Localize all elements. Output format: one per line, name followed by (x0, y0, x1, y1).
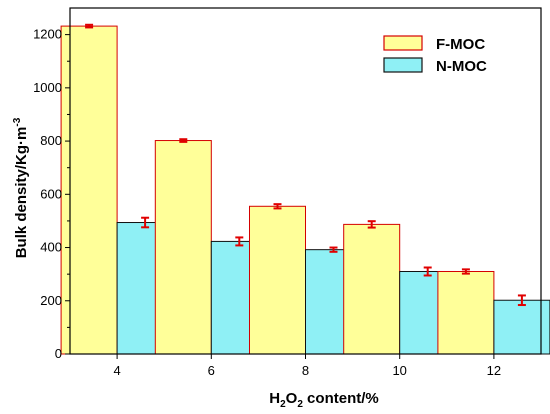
y-tick-label-400: 400 (40, 240, 62, 255)
x-tick-label-10: 10 (392, 363, 406, 378)
x-tick-labels: 4 6 8 10 12 (113, 363, 501, 378)
bar-f-moc-6 (154, 140, 212, 355)
x-tick-label-4: 4 (113, 363, 120, 378)
y-tick-label-600: 600 (40, 186, 62, 201)
error-bar-f-moc-10 (367, 220, 376, 229)
error-bars-group (85, 23, 526, 307)
error-bar-f-moc-6 (179, 138, 188, 143)
axes-group (65, 7, 542, 359)
bars-group (60, 25, 550, 355)
bar-f-moc-12 (437, 270, 495, 355)
error-bar-f-moc-8 (273, 203, 282, 210)
x-tick-label-12: 12 (487, 363, 501, 378)
legend-swatch-n-moc (383, 57, 423, 73)
error-bar-n-moc-12 (517, 294, 526, 307)
legend-swatch-f-moc (383, 35, 423, 51)
error-bar-n-moc-10 (423, 266, 432, 277)
y-tick-label-1200: 1200 (33, 27, 62, 42)
y-tick-label-200: 200 (40, 293, 62, 308)
legend-label-f-moc: F-MOC (436, 36, 485, 53)
bar-f-moc-8 (249, 205, 306, 355)
x-axis-title: H2O2 content/% (269, 390, 378, 410)
error-bar-n-moc-4 (141, 216, 150, 229)
bar-f-moc-10 (343, 223, 401, 355)
x-tick-label-6: 6 (208, 363, 215, 378)
legend: F-MOC N-MOC (383, 35, 487, 75)
legend-label-n-moc: N-MOC (436, 58, 487, 75)
error-bar-f-moc-4 (85, 23, 94, 29)
y-tick-label-0: 0 (55, 346, 62, 361)
y-tick-labels: 0 200 400 600 800 1000 1200 (33, 27, 62, 361)
y-tick-label-1000: 1000 (33, 80, 62, 95)
error-bar-n-moc-6 (235, 236, 244, 247)
plot-frame (69, 7, 542, 355)
x-tick-label-8: 8 (302, 363, 309, 378)
y-axis-title: Bulk density/Kg·m-3 (12, 117, 30, 258)
error-bar-n-moc-8 (329, 246, 338, 253)
error-bar-f-moc-12 (461, 268, 470, 275)
y-tick-label-800: 800 (40, 133, 62, 148)
